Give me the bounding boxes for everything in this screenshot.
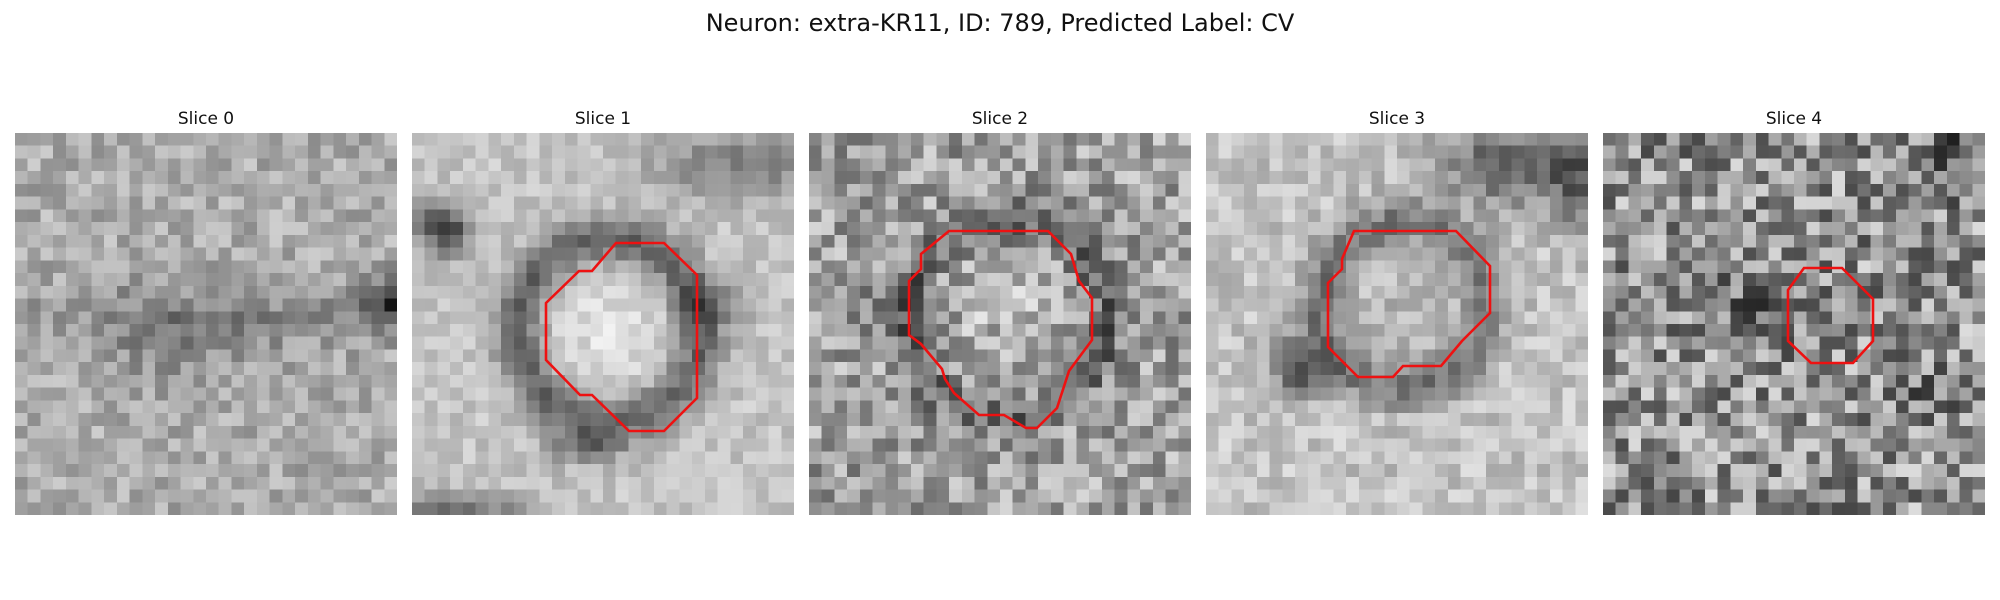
roi-outline xyxy=(1326,229,1492,379)
slice-image xyxy=(809,133,1191,515)
roi-outline-overlay xyxy=(1786,266,1875,365)
grayscale-patch xyxy=(15,133,397,515)
roi-outline xyxy=(544,241,699,433)
slice-title: Slice 1 xyxy=(574,109,632,129)
slice-panel-0: Slice 0 xyxy=(15,108,397,515)
slice-image xyxy=(1603,133,1985,515)
slice-image xyxy=(1206,133,1588,515)
roi-outline xyxy=(1786,266,1875,365)
grayscale-patch xyxy=(809,133,1191,515)
roi-outline-overlay xyxy=(907,229,1094,430)
grayscale-patch xyxy=(412,133,794,515)
roi-outline-overlay xyxy=(1326,229,1492,379)
slice-title: Slice 0 xyxy=(177,109,235,129)
roi-outline xyxy=(907,229,1094,430)
grayscale-patch xyxy=(1206,133,1588,515)
slice-image xyxy=(412,133,794,515)
slice-title: Slice 4 xyxy=(1765,109,1823,129)
slice-panel-1: Slice 1 xyxy=(412,108,794,515)
slice-panel-2: Slice 2 xyxy=(809,108,1191,515)
slice-panel-3: Slice 3 xyxy=(1206,108,1588,515)
slice-panel-4: Slice 4 xyxy=(1603,108,1985,515)
slice-image xyxy=(15,133,397,515)
slice-title: Slice 2 xyxy=(971,109,1029,129)
grayscale-patch xyxy=(1603,133,1985,515)
slice-title: Slice 3 xyxy=(1368,109,1426,129)
figure-title: Neuron: extra-KR11, ID: 789, Predicted L… xyxy=(705,9,1295,37)
roi-outline-overlay xyxy=(544,241,699,433)
